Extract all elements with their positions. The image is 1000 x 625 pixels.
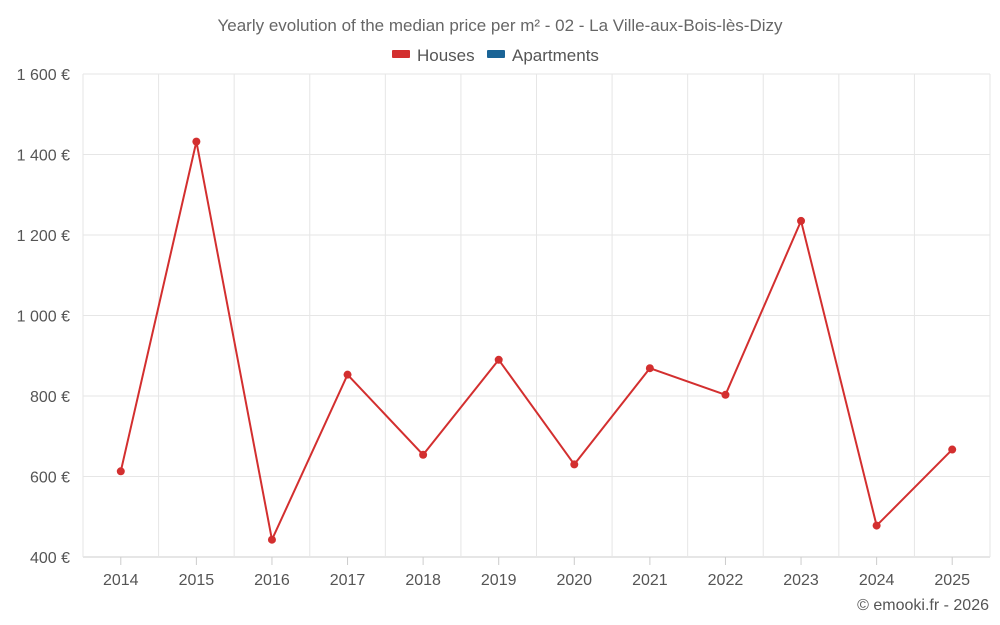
data-point-houses[interactable]	[570, 460, 579, 469]
x-tick-label: 2022	[708, 572, 744, 589]
data-point-houses[interactable]	[948, 445, 957, 454]
y-tick-label: 800 €	[30, 389, 70, 406]
data-point-houses[interactable]	[419, 450, 428, 459]
legend: Houses Apartments	[392, 46, 599, 65]
legend-swatch-houses	[392, 50, 410, 58]
series-line-houses	[119, 140, 953, 541]
x-tick-label: 2016	[254, 572, 290, 589]
y-tick-label: 1 200 €	[17, 228, 70, 245]
y-tick-label: 600 €	[30, 470, 70, 487]
legend-label-apartments: Apartments	[512, 46, 599, 65]
chart-title: Yearly evolution of the median price per…	[217, 16, 783, 35]
x-tick-label: 2018	[405, 572, 441, 589]
series-layer	[116, 137, 957, 544]
x-tick-label: 2021	[632, 572, 668, 589]
y-tick-label: 1 400 €	[17, 148, 70, 165]
y-tick-label: 1 000 €	[17, 309, 70, 326]
x-grid	[82, 74, 991, 557]
data-point-houses[interactable]	[343, 370, 352, 379]
data-point-houses[interactable]	[872, 521, 881, 530]
legend-swatch-apartments	[487, 50, 505, 58]
data-point-houses[interactable]	[267, 535, 276, 544]
data-point-houses[interactable]	[797, 216, 806, 225]
x-tick-label: 2015	[179, 572, 215, 589]
y-tick-label: 400 €	[30, 550, 70, 567]
x-tick-label: 2023	[783, 572, 819, 589]
x-axis: 2014 2015 2016 2017 2018 2019 2020 2021 2022 2023…	[103, 557, 970, 589]
legend-item-apartments[interactable]: Apartments	[487, 46, 599, 65]
x-tick-label: 2014	[103, 572, 139, 589]
x-tick-label: 2019	[481, 572, 517, 589]
legend-label-houses: Houses	[417, 46, 475, 65]
x-tick-label: 2017	[330, 572, 366, 589]
data-point-houses[interactable]	[645, 364, 654, 373]
data-point-houses[interactable]	[116, 467, 125, 476]
credit-text: © emooki.fr - 2026	[857, 597, 989, 614]
x-tick-label: 2024	[859, 572, 895, 589]
y-tick-label: 1 600 €	[17, 67, 70, 84]
x-tick-label: 2020	[556, 572, 592, 589]
data-point-houses[interactable]	[192, 137, 201, 146]
data-point-houses[interactable]	[494, 355, 503, 364]
x-tick-label: 2025	[934, 572, 970, 589]
data-point-houses[interactable]	[721, 390, 730, 399]
legend-item-houses[interactable]: Houses	[392, 46, 475, 65]
y-axis: 400 € 600 € 800 € 1 000 € 1 200 € 1 400 € 1 60…	[17, 67, 70, 567]
